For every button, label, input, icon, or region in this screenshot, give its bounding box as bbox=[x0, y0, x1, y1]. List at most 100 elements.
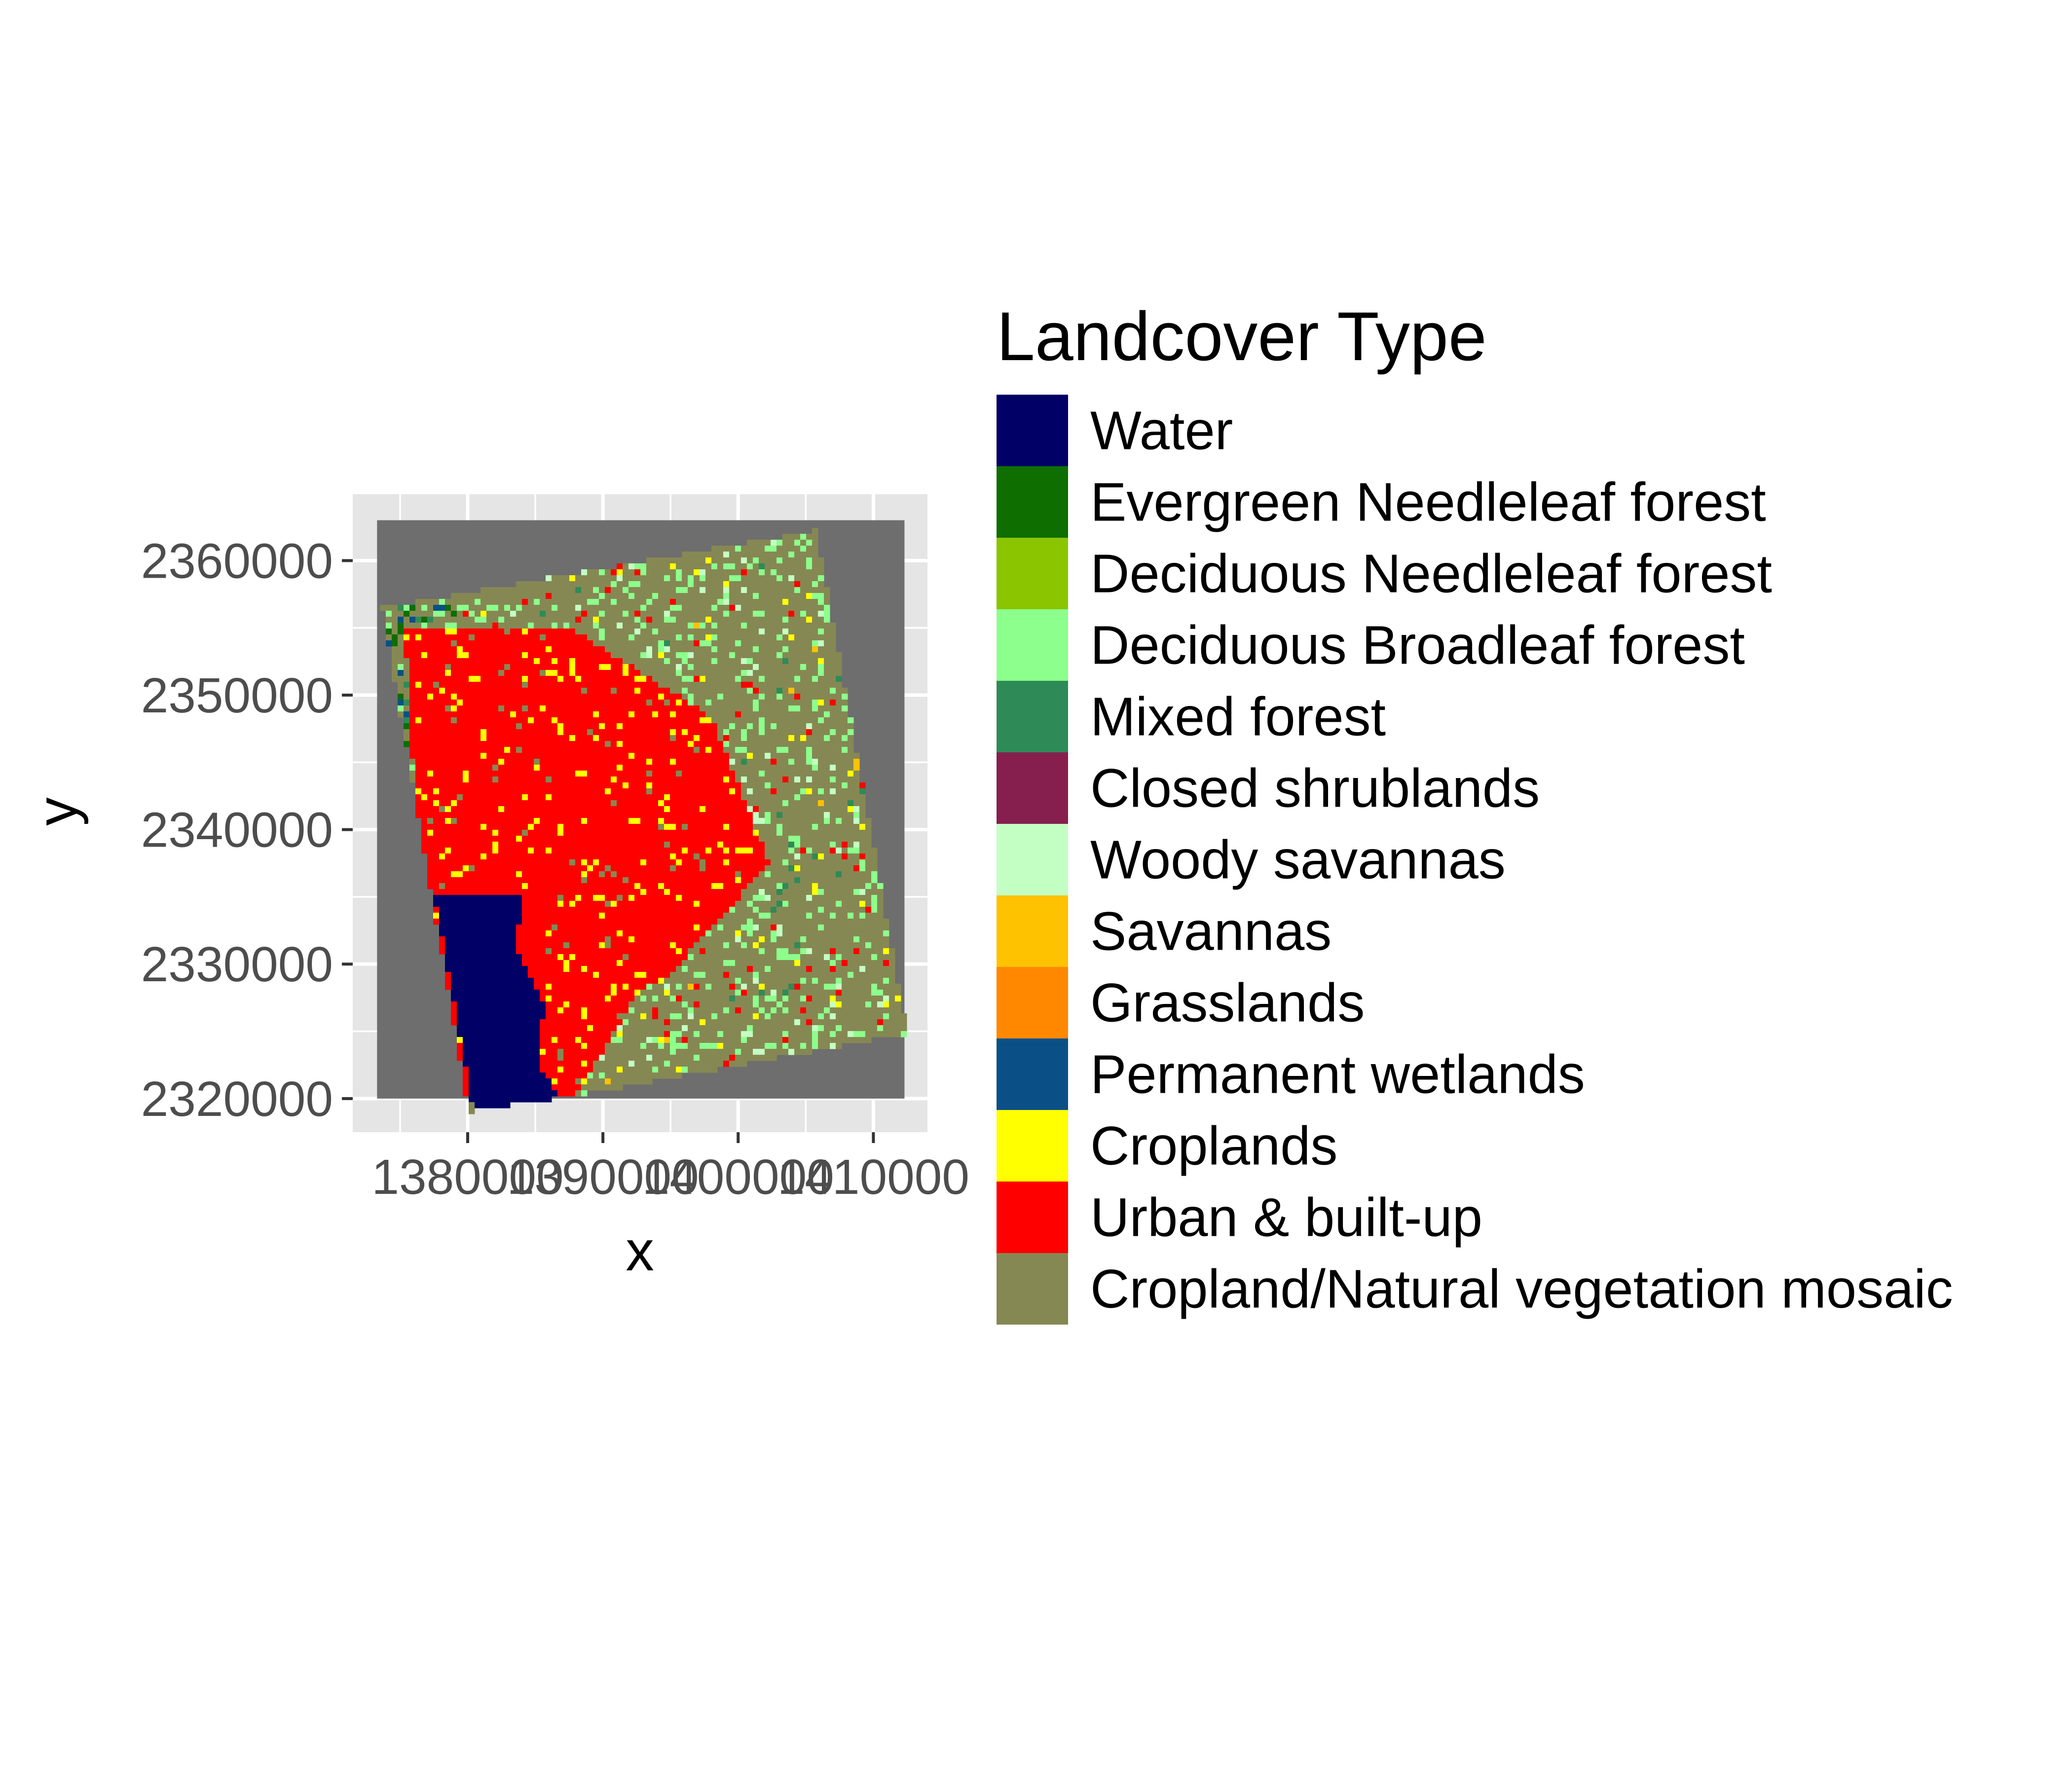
raster-cell-4102 bbox=[877, 883, 884, 889]
raster-cell-4907 bbox=[694, 948, 700, 955]
raster-cell-917 bbox=[415, 640, 422, 647]
raster-cell-3453 bbox=[634, 836, 641, 842]
raster-cell-2654 bbox=[842, 771, 848, 777]
raster-cell-2322 bbox=[670, 747, 676, 753]
raster-cell-4340 bbox=[486, 907, 493, 913]
raster-cell-1816 bbox=[812, 705, 818, 712]
raster-cell-1171 bbox=[581, 658, 588, 665]
raster-cell-4495 bbox=[504, 919, 511, 925]
raster-cell-4747 bbox=[646, 936, 653, 943]
raster-cell-2134 bbox=[451, 735, 457, 741]
raster-cell-4915 bbox=[741, 948, 747, 955]
raster-cell-2846 bbox=[634, 788, 641, 795]
raster-cell-270 bbox=[510, 587, 517, 593]
raster-cell-876 bbox=[623, 634, 629, 641]
raster-cell-3934 bbox=[782, 871, 789, 878]
raster-cell-2717 bbox=[765, 777, 771, 783]
raster-cell-781 bbox=[510, 629, 517, 635]
raster-cell-3378 bbox=[640, 830, 647, 836]
raster-cell-1018 bbox=[569, 646, 576, 653]
raster-cell-2150 bbox=[546, 735, 552, 741]
raster-cell-3718 bbox=[853, 853, 860, 860]
raster-cell-1434 bbox=[788, 676, 795, 682]
raster-cell-2915 bbox=[593, 794, 599, 801]
raster-cell-1654 bbox=[753, 694, 759, 700]
landcover-raster bbox=[380, 528, 907, 1114]
raster-cell-3308 bbox=[676, 824, 682, 830]
raster-cell-1007 bbox=[504, 646, 511, 653]
raster-cell-3637 bbox=[824, 848, 830, 854]
raster-cell-2089 bbox=[634, 729, 641, 736]
raster-cell-2971 bbox=[475, 800, 481, 807]
raster-cell-3872 bbox=[865, 865, 872, 872]
raster-cell-623 bbox=[469, 617, 475, 623]
raster-cell-3171 bbox=[759, 812, 765, 818]
raster-cell-1422 bbox=[717, 676, 724, 682]
raster-cell-4697 bbox=[800, 930, 807, 937]
raster-cell-1001 bbox=[469, 646, 475, 653]
raster-cell-4058 bbox=[617, 883, 623, 889]
raster-cell-1901 bbox=[421, 717, 428, 724]
raster-cell-3638 bbox=[830, 848, 836, 854]
raster-cell-4020 bbox=[842, 877, 848, 884]
raster-cell-929 bbox=[486, 640, 493, 647]
raster-cell-3814 bbox=[522, 865, 528, 872]
raster-cell-4604 bbox=[700, 925, 706, 931]
raster-cell-4866 bbox=[451, 948, 457, 955]
raster-cell-4140 bbox=[652, 889, 659, 895]
raster-cell-4963 bbox=[575, 954, 582, 961]
raster-cell-4516 bbox=[629, 919, 635, 925]
raster-cell-1426 bbox=[741, 676, 747, 682]
raster-cell-1571 bbox=[711, 688, 718, 694]
raster-cell-4899 bbox=[646, 948, 653, 955]
raster-cell-3519 bbox=[575, 842, 582, 848]
raster-cell-886 bbox=[682, 634, 688, 641]
raster-cell-1079 bbox=[486, 652, 493, 659]
raster-cell-1656 bbox=[765, 694, 771, 700]
raster-cell-773 bbox=[463, 629, 469, 635]
raster-cell-1249 bbox=[593, 664, 599, 670]
raster-cell-3496 bbox=[439, 842, 445, 848]
raster-cell-3521 bbox=[587, 842, 593, 848]
raster-cell-2148 bbox=[534, 735, 540, 741]
raster-cell-317 bbox=[788, 587, 795, 593]
raster-cell-4164 bbox=[794, 889, 801, 895]
raster-cell-4901 bbox=[658, 948, 665, 955]
raster-cell-477 bbox=[492, 605, 499, 611]
raster-cell-2435 bbox=[445, 759, 451, 765]
raster-cell-1121 bbox=[735, 652, 741, 659]
raster-cell-4286 bbox=[617, 901, 623, 907]
raster-cell-3920 bbox=[700, 871, 706, 878]
raster-cell-4578 bbox=[546, 925, 552, 931]
raster-cell-534 bbox=[386, 611, 392, 617]
raster-cell-2199 bbox=[836, 735, 842, 741]
raster-cell-2742 bbox=[469, 782, 475, 789]
raster-cell-744 bbox=[741, 623, 747, 629]
raster-cell-1922 bbox=[546, 717, 552, 724]
raster-cell-4301 bbox=[705, 901, 712, 907]
raster-cell-3011 bbox=[711, 800, 718, 807]
raster-cell-1038 bbox=[688, 646, 694, 653]
raster-cell-1486 bbox=[652, 682, 659, 688]
raster-cell-1289 bbox=[830, 664, 836, 670]
raster-cell-2121 bbox=[824, 729, 830, 736]
raster-cell-177 bbox=[611, 575, 617, 582]
raster-cell-3613 bbox=[682, 848, 688, 854]
raster-cell-1949 bbox=[705, 717, 712, 724]
raster-cell-896 bbox=[741, 634, 747, 641]
raster-cell-4714 bbox=[451, 936, 457, 943]
raster-cell-1316 bbox=[540, 670, 546, 676]
raster-cell-2468 bbox=[640, 759, 647, 765]
raster-cell-192 bbox=[700, 575, 706, 582]
raster-cell-1364 bbox=[824, 670, 830, 676]
raster-cell-842 bbox=[421, 634, 428, 641]
raster-cell-644 bbox=[593, 617, 599, 623]
raster-cell-1113 bbox=[688, 652, 694, 659]
raster-cell-3391 bbox=[717, 830, 724, 836]
raster-cell-1461 bbox=[504, 682, 511, 688]
raster-cell-4623 bbox=[812, 925, 818, 931]
raster-cell-3812 bbox=[510, 865, 517, 872]
raster-cell-3036 bbox=[859, 800, 866, 807]
raster-cell-2646 bbox=[794, 771, 801, 777]
raster-cell-2485 bbox=[741, 759, 747, 765]
